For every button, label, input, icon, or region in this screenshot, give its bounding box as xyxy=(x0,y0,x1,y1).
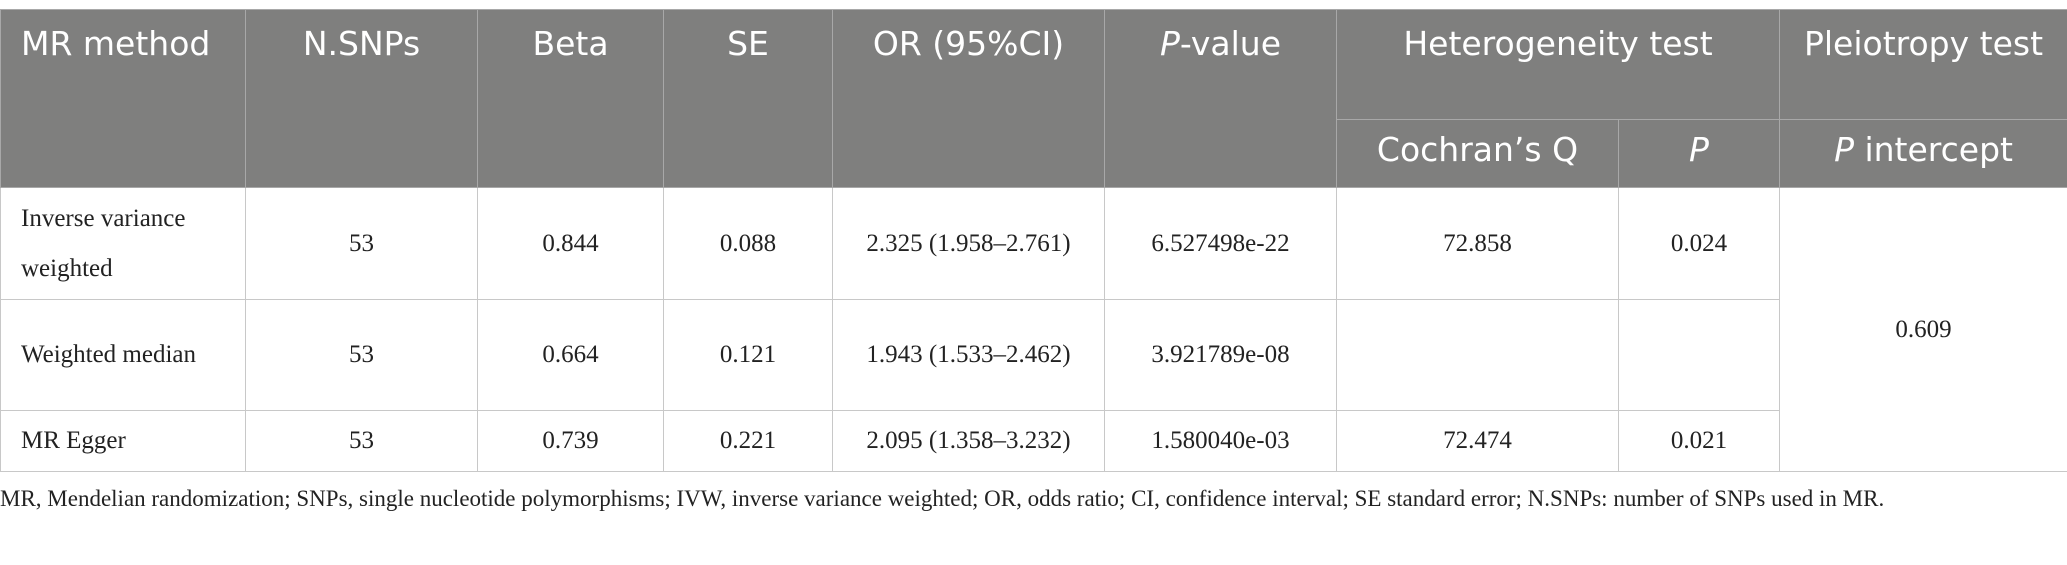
header-cell: Cochran’s Q xyxy=(1336,119,1619,188)
table-cell: 72.858 xyxy=(1336,187,1619,300)
table-cell: 53 xyxy=(245,187,478,300)
header-cell: P-value xyxy=(1104,9,1337,188)
table-cell: 0.021 xyxy=(1617,410,1781,472)
table-cell: 0.609 xyxy=(1779,187,2067,472)
table-cell: Inverse variance weighted xyxy=(0,187,246,300)
table-cell: 53 xyxy=(245,410,478,472)
table-cell: 0.739 xyxy=(477,410,664,472)
table-cell: 1.580040e-03 xyxy=(1104,410,1337,472)
header-text: P xyxy=(1834,130,1854,169)
table-cell: 0.088 xyxy=(663,187,833,300)
table-cell: Weighted median xyxy=(0,299,246,411)
table-row: Inverse variance weighted 53 0.844 0.088 2.3… xyxy=(0,187,2067,472)
table-row: Weighted median 53 0.664 0.121 1.943 (1.533–… xyxy=(0,299,2067,411)
header-cell: MR method xyxy=(0,9,246,188)
table-cell: 72.474 xyxy=(1336,410,1619,472)
table-cell: MR Egger xyxy=(0,410,246,472)
header-text: -value xyxy=(1179,24,1282,63)
header-cell: Heterogeneity test xyxy=(1335,9,1781,120)
table-cell: 1.943 (1.533–2.462) xyxy=(832,299,1105,411)
table-cell: 0.121 xyxy=(663,299,833,411)
table-cell xyxy=(1617,299,1781,411)
table-row: MR Egger 53 0.739 0.221 2.095 (1.358–3.232) 1… xyxy=(0,410,2067,472)
header-cell: P xyxy=(1617,119,1781,188)
header-cell: Pleiotropy test xyxy=(1779,9,2067,120)
table-cell: 2.095 (1.358–3.232) xyxy=(832,410,1105,472)
header-cell: SE xyxy=(663,9,833,188)
table-cell xyxy=(1336,299,1619,411)
table-cell: 0.024 xyxy=(1617,187,1781,300)
results-table: MR method N.SNPs Beta SE OR (95%CI) P-va… xyxy=(0,9,2067,472)
header-text: P xyxy=(1159,24,1180,63)
table-body: Inverse variance weighted 53 0.844 0.088 2.3… xyxy=(0,187,2067,472)
table-cell: 0.844 xyxy=(477,187,664,300)
header-cell: Beta xyxy=(477,9,664,188)
header-cell: N.SNPs xyxy=(245,9,478,188)
table-cell: 2.325 (1.958–2.761) xyxy=(832,187,1105,300)
header-text: P xyxy=(1689,130,1709,169)
table-cell: 3.921789e-08 xyxy=(1104,299,1337,411)
table-cell: 0.221 xyxy=(663,410,833,472)
header-text: intercept xyxy=(1853,130,2013,169)
table-cell: 0.664 xyxy=(477,299,664,411)
header-cell: OR (95%CI) xyxy=(832,9,1105,188)
footnote: MR, Mendelian randomization; SNPs, singl… xyxy=(0,486,1885,511)
table-cell: 6.527498e-22 xyxy=(1104,187,1337,300)
table-cell: 53 xyxy=(245,299,478,411)
header-cell: P intercept xyxy=(1779,119,2067,188)
